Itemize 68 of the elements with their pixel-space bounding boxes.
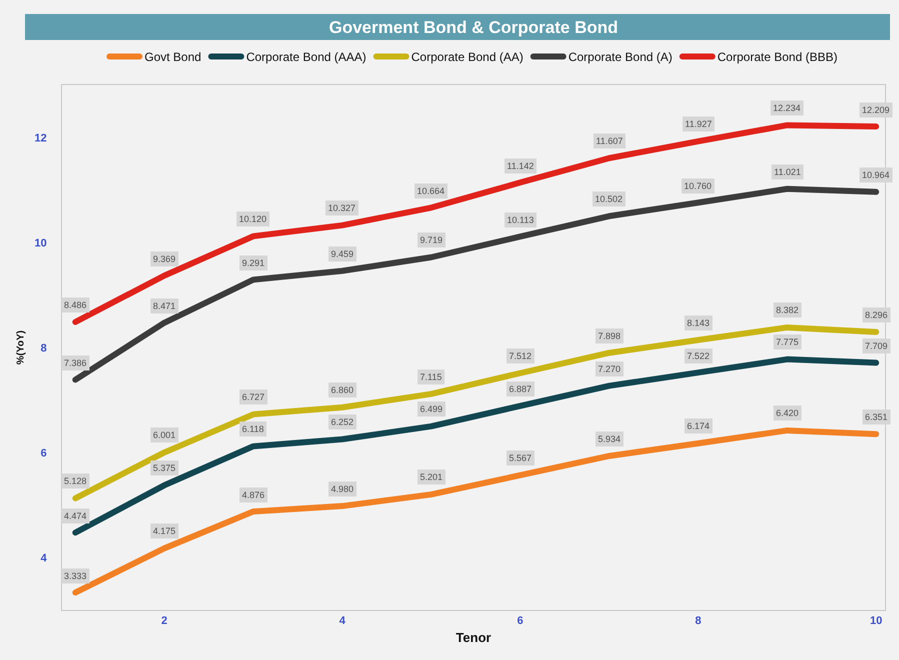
y-axis-title: %(YoY) [16,330,27,365]
data-label: 6.174 [687,421,710,431]
data-label: 7.775 [776,337,799,347]
y-tick-label: 10 [34,237,47,250]
data-label: 7.709 [865,341,888,351]
data-label: 7.270 [598,364,621,374]
data-label: 11.021 [774,167,801,177]
data-label: 6.118 [242,424,264,434]
data-label: 5.128 [64,476,87,486]
y-tick-label: 6 [40,447,47,460]
data-label: 8.471 [153,301,176,311]
data-label: 5.934 [598,434,621,444]
data-label: 10.664 [417,186,445,196]
legend-label: Corporate Bond (A) [568,50,672,64]
y-tick-label: 4 [40,552,48,564]
data-label: 5.567 [509,453,532,463]
data-label: 8.382 [776,305,799,315]
legend-label: Corporate Bond (AA) [411,50,524,64]
x-tick-label: 6 [517,615,524,628]
data-label: 4.980 [331,484,354,494]
x-tick-label: 2 [161,615,168,628]
data-label: 6.727 [242,392,265,402]
data-label: 7.386 [64,358,87,368]
data-label: 10.760 [684,181,712,191]
data-label: 9.459 [331,249,354,259]
x-tick-label: 10 [870,615,882,628]
data-label: 8.143 [687,318,710,328]
data-label: 6.499 [420,404,443,414]
data-label: 4.175 [153,526,176,536]
data-label: 4.474 [64,511,87,521]
data-label: 9.719 [420,235,443,245]
x-tick-label: 8 [695,615,702,628]
data-label: 7.115 [420,372,442,382]
y-tick-label: 8 [40,342,47,354]
data-label: 9.369 [153,254,176,264]
data-label: 11.607 [596,136,623,146]
chart-title: Goverment Bond & Corporate Bond [328,18,618,37]
legend-label: Govt Bond [144,50,202,64]
legend-label: Corporate Bond (AAA) [246,50,366,64]
data-label: 7.512 [509,351,532,361]
y-tick-label: 12 [34,132,47,144]
data-label: 6.420 [776,408,799,418]
data-label: 6.860 [331,385,354,395]
x-axis-title: Tenor [456,630,492,645]
data-label: 11.927 [685,119,712,129]
data-label: 10.120 [239,214,267,224]
data-label: 5.375 [153,463,176,473]
data-label: 10.327 [328,203,356,213]
data-label: 5.201 [420,472,443,482]
data-label: 6.001 [153,430,176,440]
data-label: 4.876 [242,490,265,500]
data-label: 12.234 [773,103,801,113]
x-tick-label: 4 [339,615,346,628]
data-label: 11.142 [507,161,534,171]
data-label: 10.964 [862,170,890,180]
legend-label: Corporate Bond (BBB) [717,50,838,64]
data-label: 3.333 [64,571,87,581]
data-label: 7.522 [687,351,710,361]
data-label: 6.887 [509,384,532,394]
data-label: 12.209 [862,105,890,115]
data-label: 8.296 [865,310,888,320]
data-label: 10.502 [595,194,623,204]
data-label: 7.898 [598,331,621,341]
data-label: 9.291 [242,258,265,268]
data-label: 6.252 [331,417,354,427]
data-label: 10.113 [507,215,534,225]
data-label: 6.351 [865,412,888,422]
data-label: 8.486 [64,300,87,310]
